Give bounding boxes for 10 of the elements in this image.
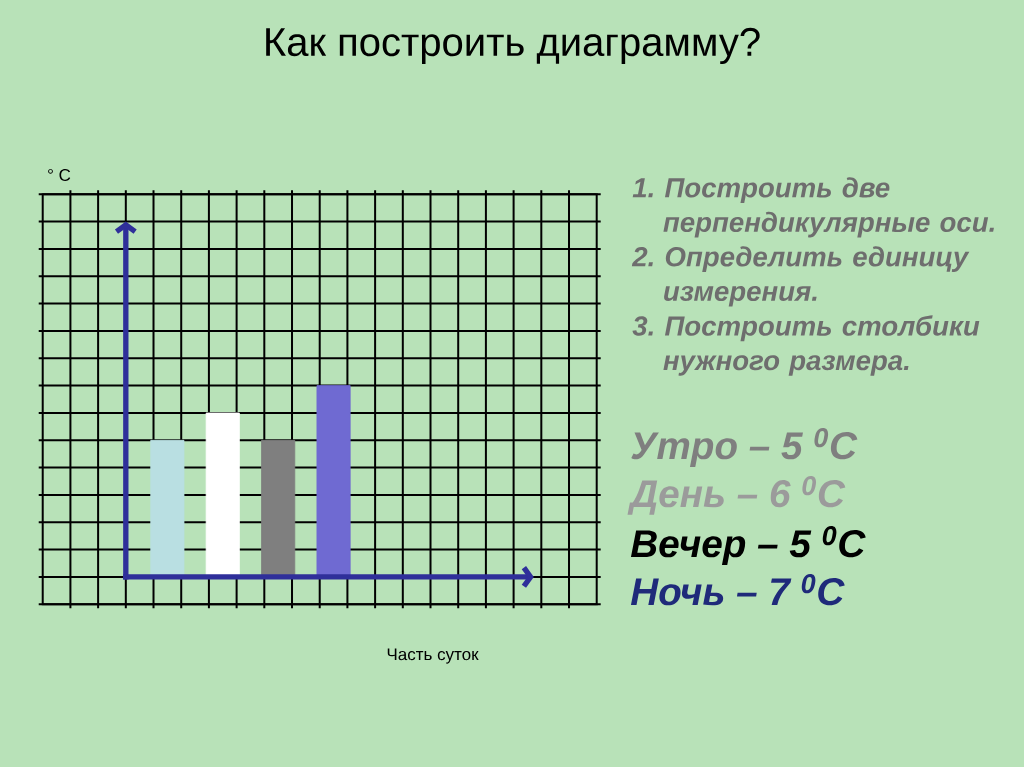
x-axis-title: Часть суток [387,648,479,664]
text: Ночь – 7 $^{0}$C [630,574,845,606]
text: Утро – 5 $^{0}$C [631,428,858,468]
text: 2. Определить единицу измерения. [631,246,970,307]
text: 3. Построить столбики нужного размера. [632,315,980,376]
text: Как построить диаграмму? [266,27,760,65]
text: День – 6 $^{0}$C [627,476,846,515]
text: Вечер – 5 $^{0}$C [630,526,866,566]
text: ° C [48,168,71,182]
text: 1. Построить две перпендикулярные оси. [632,177,994,238]
